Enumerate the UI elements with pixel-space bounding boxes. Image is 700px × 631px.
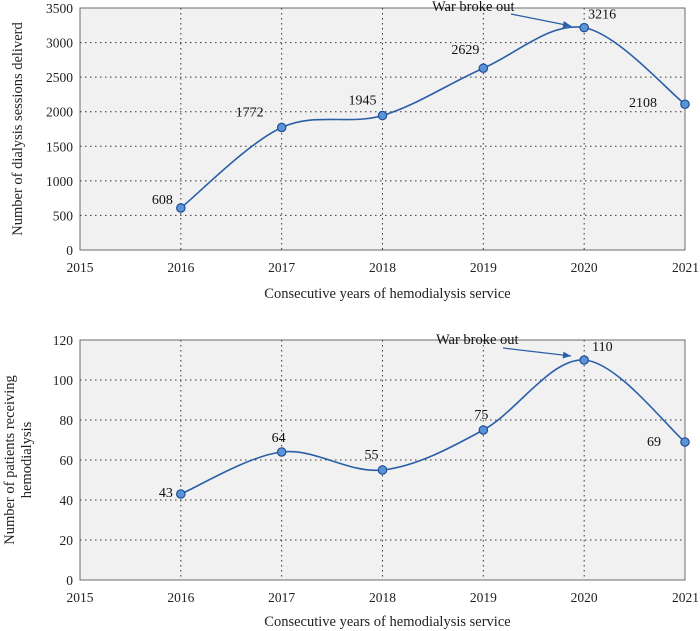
annotation-arrow-head	[562, 20, 571, 28]
y-tick-label: 1000	[46, 174, 73, 189]
data-label: 2108	[629, 96, 657, 111]
x-tick-label: 2019	[470, 260, 497, 275]
data-point	[276, 447, 287, 457]
y-tick-label: 3000	[46, 36, 73, 51]
x-axis-title: Consecutive years of hemodialysis servic…	[264, 614, 510, 630]
x-tick-label: 2020	[571, 260, 598, 275]
series-line	[180, 26, 686, 209]
y-tick-label: 3500	[46, 1, 73, 16]
y-axis-title: Number of patients receivinghemodialysis	[2, 375, 35, 545]
x-tick-label: 2021	[672, 590, 699, 605]
data-point	[377, 465, 388, 475]
data-point	[579, 22, 589, 33]
data-point	[478, 63, 489, 74]
x-tick-label: 2017	[268, 590, 295, 605]
data-point	[176, 203, 186, 213]
x-tick-label: 2020	[571, 590, 598, 605]
data-point	[680, 437, 690, 447]
chart-2: 0 20 40 60 80 100 120 2015 2016 2017 2018 2019 2020 2…	[2, 332, 699, 630]
y-axis-title-line: Number of patients receiving	[2, 375, 18, 545]
y-tick-label: 2500	[46, 70, 73, 85]
y-tick-label: 80	[60, 413, 74, 428]
annotation-arrow	[510, 13, 572, 27]
annotation-arrow	[502, 347, 572, 357]
data-label: 55	[365, 448, 379, 463]
series-line	[180, 359, 686, 495]
x-tick-label: 2021	[672, 260, 699, 275]
y-tick-label: 0	[66, 573, 73, 588]
x-tick-label: 2016	[167, 590, 194, 605]
data-label: 1772	[236, 105, 264, 120]
data-point	[276, 122, 287, 133]
y-tick-label: 500	[53, 208, 74, 223]
data-point	[579, 355, 589, 365]
data-label: 608	[152, 193, 173, 208]
x-tick-label: 2018	[369, 260, 396, 275]
y-axis-title-line: hemodialysis	[19, 421, 35, 498]
data-point	[176, 489, 186, 499]
y-tick-label: 40	[60, 493, 74, 508]
x-tick-label: 2015	[67, 590, 94, 605]
y-tick-label: 2000	[46, 105, 73, 120]
annotation-arrow-head	[562, 351, 571, 359]
x-tick-label: 2017	[268, 260, 295, 275]
data-label: 43	[159, 486, 173, 501]
y-tick-label: 0	[66, 243, 73, 258]
data-label: 1945	[349, 94, 377, 109]
data-label: 2629	[451, 43, 479, 58]
data-point	[680, 99, 690, 110]
data-point	[377, 110, 388, 121]
x-tick-label: 2019	[470, 590, 497, 605]
x-axis-title: Consecutive years of hemodialysis servic…	[264, 286, 510, 302]
annotation-text: War broke out	[432, 0, 515, 15]
x-tick-label: 2018	[369, 590, 396, 605]
data-label: 69	[647, 435, 661, 450]
data-point	[478, 425, 489, 435]
y-tick-label: 120	[53, 333, 74, 348]
chart-1: 0 500 1000 1500 2000 2500 3000 3500 2015 2016 2017…	[10, 0, 699, 302]
y-tick-label: 1500	[46, 139, 73, 154]
x-tick-label: 2015	[67, 260, 94, 275]
data-label: 3216	[588, 8, 616, 23]
y-tick-label: 60	[60, 453, 74, 468]
data-label: 75	[474, 408, 488, 423]
y-tick-label: 20	[60, 533, 74, 548]
y-tick-label: 100	[53, 373, 74, 388]
x-tick-label: 2016	[167, 260, 194, 275]
data-label: 110	[592, 340, 612, 355]
data-label: 64	[272, 431, 286, 446]
annotation-text: War broke out	[436, 332, 519, 348]
y-axis-title: Number of dialysis sessions deliverd	[10, 22, 26, 236]
